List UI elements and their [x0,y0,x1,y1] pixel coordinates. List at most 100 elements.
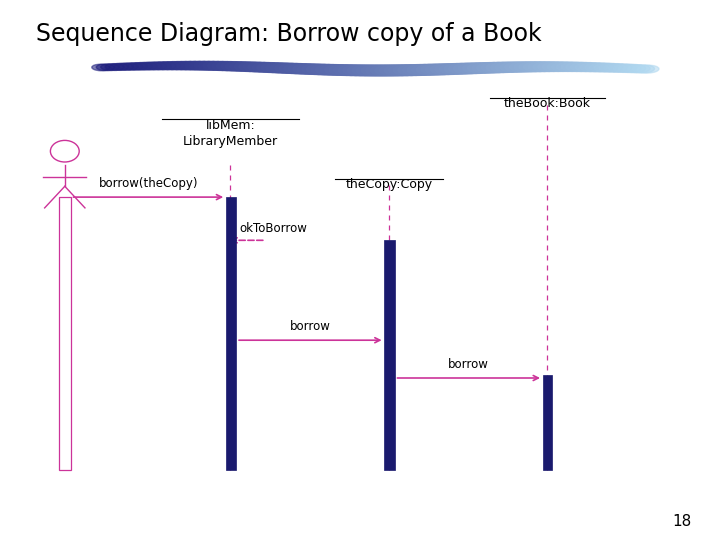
Ellipse shape [594,63,619,72]
Ellipse shape [361,65,392,76]
Ellipse shape [119,63,138,70]
Ellipse shape [275,63,304,73]
Ellipse shape [398,65,429,76]
Ellipse shape [127,63,148,70]
Ellipse shape [538,62,565,71]
Ellipse shape [199,62,224,70]
Ellipse shape [467,63,498,73]
Ellipse shape [528,62,556,72]
Ellipse shape [243,62,271,72]
Ellipse shape [477,63,506,73]
Ellipse shape [221,62,247,71]
Ellipse shape [505,62,534,72]
Ellipse shape [533,62,561,71]
Ellipse shape [217,62,243,71]
Ellipse shape [307,64,336,75]
Ellipse shape [440,64,470,75]
Ellipse shape [158,62,181,70]
Ellipse shape [571,63,597,71]
Ellipse shape [194,62,219,70]
Ellipse shape [293,64,323,74]
Bar [226,197,236,470]
Ellipse shape [253,63,280,72]
Ellipse shape [552,62,579,71]
Ellipse shape [590,63,614,72]
Ellipse shape [523,62,552,72]
Text: Sequence Diagram: Borrow copy of a Book: Sequence Diagram: Borrow copy of a Book [36,22,541,45]
Ellipse shape [136,62,157,70]
Ellipse shape [163,62,186,70]
Ellipse shape [547,62,574,71]
Ellipse shape [109,63,129,70]
Ellipse shape [315,64,346,75]
Ellipse shape [514,62,543,72]
Ellipse shape [608,64,632,72]
Ellipse shape [402,65,433,76]
Ellipse shape [101,64,120,71]
Ellipse shape [500,62,529,72]
Ellipse shape [580,63,606,72]
Ellipse shape [495,62,525,72]
Ellipse shape [154,62,176,70]
Ellipse shape [92,64,109,71]
Bar [59,197,71,470]
Ellipse shape [248,62,276,72]
Ellipse shape [599,63,624,72]
Ellipse shape [458,63,488,73]
Ellipse shape [623,64,646,73]
Ellipse shape [297,64,327,75]
Ellipse shape [618,64,642,72]
Ellipse shape [435,64,466,75]
Ellipse shape [311,64,341,75]
Ellipse shape [212,62,238,71]
Ellipse shape [105,64,124,70]
Ellipse shape [491,62,520,72]
Ellipse shape [334,65,364,76]
Ellipse shape [426,64,456,75]
Ellipse shape [235,62,261,71]
Ellipse shape [575,63,601,72]
Ellipse shape [325,65,355,75]
Ellipse shape [203,62,228,70]
Ellipse shape [140,62,162,70]
Ellipse shape [320,65,351,75]
Ellipse shape [145,62,167,70]
Ellipse shape [379,65,410,76]
Ellipse shape [168,62,191,70]
Ellipse shape [389,65,420,76]
Bar [384,240,395,470]
Ellipse shape [190,62,214,70]
Ellipse shape [230,62,257,71]
Ellipse shape [562,62,588,71]
Bar [543,375,552,470]
Ellipse shape [239,62,266,72]
Ellipse shape [257,63,285,72]
Ellipse shape [486,62,516,72]
Ellipse shape [421,64,452,75]
Ellipse shape [338,65,369,76]
Ellipse shape [371,65,401,76]
Ellipse shape [266,63,294,73]
Ellipse shape [566,62,592,71]
Ellipse shape [289,64,318,74]
Ellipse shape [279,63,308,73]
Text: 18: 18 [672,514,691,529]
Ellipse shape [261,63,289,73]
Text: theBook:Book: theBook:Book [504,97,590,110]
Ellipse shape [393,65,424,76]
Ellipse shape [150,62,171,70]
Ellipse shape [185,62,210,70]
Ellipse shape [348,65,378,76]
Ellipse shape [329,65,360,76]
Ellipse shape [132,63,153,70]
Text: borrow: borrow [449,358,489,371]
Ellipse shape [225,62,252,71]
Ellipse shape [472,63,502,73]
Ellipse shape [542,62,570,71]
Ellipse shape [613,64,636,72]
Ellipse shape [412,64,443,75]
Text: borrow: borrow [290,320,330,333]
Ellipse shape [384,65,415,76]
Ellipse shape [431,64,461,75]
Ellipse shape [463,63,493,73]
